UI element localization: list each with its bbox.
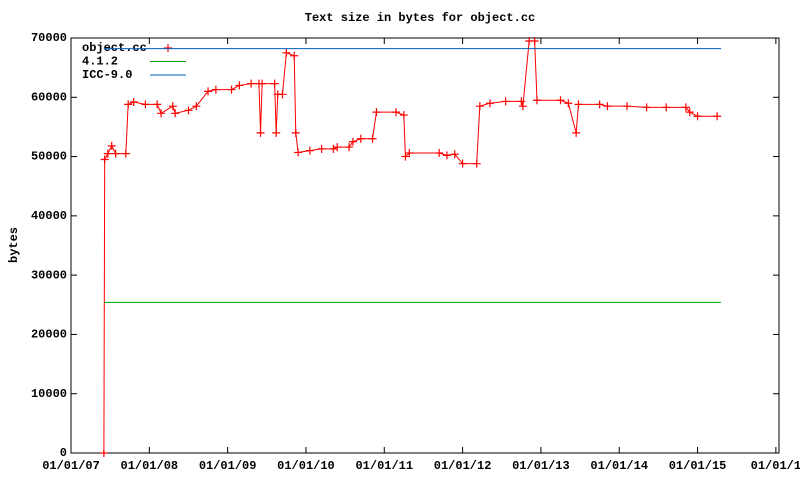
data-point	[171, 109, 180, 118]
data-point	[458, 159, 467, 168]
data-point	[623, 102, 632, 111]
chart-title: Text size in bytes for object.cc	[305, 11, 535, 25]
data-point	[247, 79, 256, 88]
data-point	[372, 108, 381, 117]
data-point	[100, 155, 109, 164]
data-point	[317, 144, 326, 153]
data-point	[685, 108, 694, 117]
data-point	[258, 79, 267, 88]
x-tick-label: 01/01/09	[199, 459, 257, 473]
data-point	[556, 96, 565, 105]
data-point	[99, 449, 108, 457]
y-tick-label: 0	[60, 446, 67, 460]
data-point	[168, 102, 177, 111]
data-point	[442, 151, 451, 160]
data-point	[472, 159, 481, 168]
data-point	[270, 79, 279, 88]
data-point	[333, 143, 342, 152]
data-point	[107, 141, 116, 150]
y-tick-label: 20000	[31, 328, 67, 342]
data-point	[348, 137, 357, 146]
data-point	[204, 87, 213, 96]
data-point	[564, 99, 573, 108]
legend-label: ICC-9.0	[82, 68, 132, 82]
x-tick-label: 01/01/10	[277, 459, 335, 473]
data-point	[278, 90, 287, 99]
x-tick-label: 01/01/12	[434, 459, 492, 473]
data-point	[693, 112, 702, 121]
data-point	[486, 99, 495, 108]
data-point	[574, 100, 583, 109]
data-point	[530, 36, 539, 45]
data-point	[282, 48, 291, 57]
data-point	[103, 149, 112, 158]
data-point	[501, 97, 510, 106]
data-point	[227, 85, 236, 94]
data-point	[111, 149, 120, 158]
data-point	[713, 112, 722, 121]
x-tick-label: 01/01/11	[355, 459, 413, 473]
data-point	[356, 134, 365, 143]
data-point	[290, 51, 299, 60]
data-point	[475, 102, 484, 111]
y-tick-label: 60000	[31, 90, 67, 104]
data-point	[294, 148, 303, 157]
y-tick-label: 30000	[31, 268, 67, 282]
data-point	[392, 108, 401, 117]
data-point	[124, 100, 133, 109]
data-point	[642, 103, 651, 112]
y-tick-label: 70000	[31, 31, 67, 45]
data-point	[517, 97, 526, 106]
series-line	[103, 40, 718, 454]
plot-border	[70, 37, 780, 454]
data-point	[401, 152, 410, 161]
data-point	[121, 149, 130, 158]
y-tick-label: 50000	[31, 150, 67, 164]
data-point	[572, 128, 581, 137]
data-point	[211, 85, 220, 94]
x-tick-label: 01/01/1	[751, 459, 800, 473]
x-tick-label: 01/01/07	[42, 459, 100, 473]
data-point	[532, 96, 541, 105]
data-point	[291, 128, 300, 137]
data-point	[129, 98, 138, 107]
data-point	[518, 102, 527, 111]
x-tick-label: 01/01/08	[121, 459, 179, 473]
x-tick-label: 01/01/13	[512, 459, 570, 473]
data-point	[603, 102, 612, 111]
data-point	[184, 106, 193, 115]
y-tick-label: 10000	[31, 387, 67, 401]
legend-label: 4.1.2	[82, 55, 118, 69]
data-point	[405, 149, 414, 158]
data-point	[141, 100, 150, 109]
data-point	[399, 111, 408, 120]
x-tick-label: 01/01/14	[590, 459, 648, 473]
data-point	[435, 149, 444, 158]
data-point	[157, 109, 166, 118]
data-point	[153, 100, 162, 109]
data-point	[235, 81, 244, 90]
data-point	[256, 128, 265, 137]
data-point	[450, 150, 459, 159]
data-point	[595, 100, 604, 109]
y-axis-label: bytes	[7, 227, 21, 263]
data-point	[345, 143, 354, 152]
data-point	[368, 134, 377, 143]
data-point	[192, 102, 201, 111]
data-point	[662, 103, 671, 112]
data-point	[272, 128, 281, 137]
data-point	[681, 103, 690, 112]
data-point	[305, 146, 314, 155]
legend-marker	[164, 44, 172, 52]
y-tick-label: 40000	[31, 209, 67, 223]
data-point	[329, 144, 338, 153]
x-tick-label: 01/01/15	[669, 459, 727, 473]
